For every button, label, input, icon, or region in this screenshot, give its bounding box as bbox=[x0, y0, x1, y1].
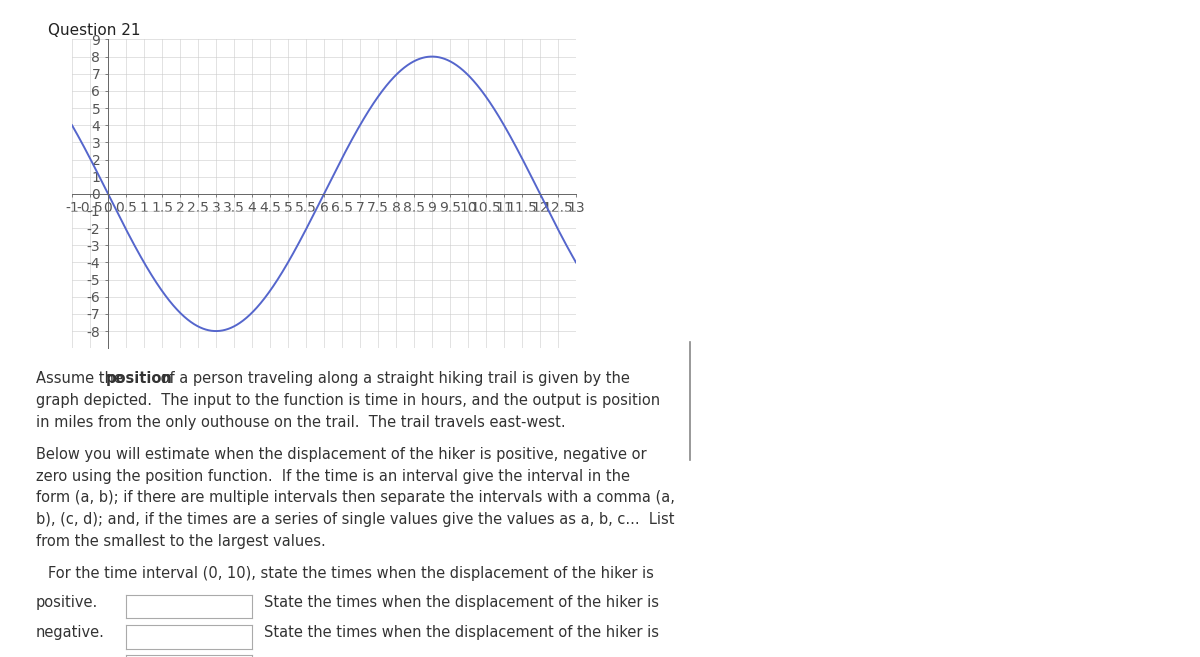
Text: zero.: zero. bbox=[36, 655, 72, 657]
Text: b), (c, d); and, if the times are a series of single values give the values as a: b), (c, d); and, if the times are a seri… bbox=[36, 512, 674, 527]
Text: graph depicted.  The input to the function is time in hours, and the output is p: graph depicted. The input to the functio… bbox=[36, 393, 660, 408]
Text: of a person traveling along a straight hiking trail is given by the: of a person traveling along a straight h… bbox=[156, 371, 630, 386]
Text: position: position bbox=[106, 371, 172, 386]
Text: positive.: positive. bbox=[36, 595, 98, 610]
Text: Below you will estimate when the displacement of the hiker is positive, negative: Below you will estimate when the displac… bbox=[36, 447, 647, 462]
Text: from the smallest to the largest values.: from the smallest to the largest values. bbox=[36, 533, 325, 549]
Text: zero using the position function.  If the time is an interval give the interval : zero using the position function. If the… bbox=[36, 469, 630, 484]
Text: State the times when the displacement of the hiker is: State the times when the displacement of… bbox=[264, 595, 659, 610]
Text: Assume the: Assume the bbox=[36, 371, 127, 386]
Text: State the times when the displacement of the hiker is: State the times when the displacement of… bbox=[264, 625, 659, 640]
Text: Question 21: Question 21 bbox=[48, 23, 140, 38]
Text: For the time interval (0, 10), state the times when the displacement of the hike: For the time interval (0, 10), state the… bbox=[48, 566, 654, 581]
Text: in miles from the only outhouse on the trail.  The trail travels east-west.: in miles from the only outhouse on the t… bbox=[36, 415, 565, 430]
Text: negative.: negative. bbox=[36, 625, 104, 640]
Text: form (a, b); if there are multiple intervals then separate the intervals with a : form (a, b); if there are multiple inter… bbox=[36, 490, 674, 505]
